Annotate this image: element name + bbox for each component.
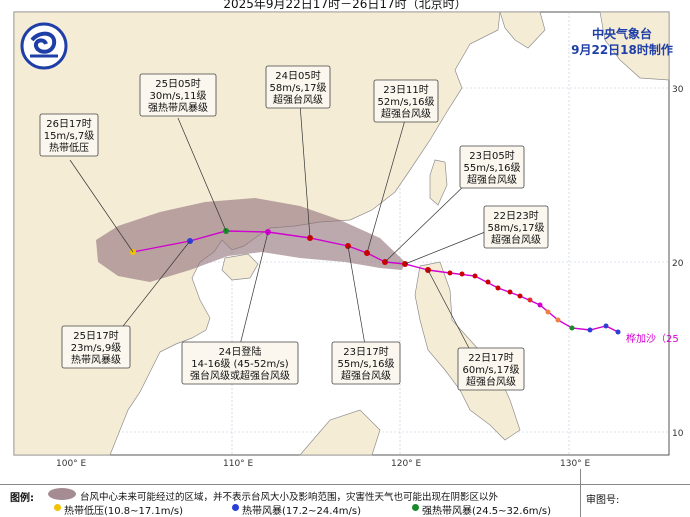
borneo xyxy=(299,409,381,456)
agency-name: 中央气象台 xyxy=(592,26,652,41)
label-box-f24-05 xyxy=(265,65,331,109)
label-text-f22-17-2: 超强台风级 xyxy=(466,375,516,388)
past-track-points xyxy=(447,270,621,335)
label-text-f23-17-0: 23日17时 xyxy=(343,346,388,358)
forecast-track xyxy=(132,230,429,271)
lat-tick-10: 10 xyxy=(672,429,684,439)
label-text-f22-23-1: 58m/s,17级 xyxy=(488,222,545,234)
taiwan-island xyxy=(429,159,448,206)
label-text-f23-05-0: 23日05时 xyxy=(469,150,514,162)
hainan-island xyxy=(221,253,259,281)
label-text-f26-17-2: 热带低压 xyxy=(49,141,89,154)
label-text-f24-landfall-2: 强台风级或超强台风级 xyxy=(190,369,290,382)
lon-tick-100: 100° E xyxy=(56,459,87,469)
legend-ts: 热带风暴(17.2~24.4m/s) xyxy=(242,506,362,517)
cone-swatch xyxy=(48,488,76,500)
label-text-f26-17-1: 15m/s,7级 xyxy=(44,130,95,142)
label-text-f24-05-2: 超强台风级 xyxy=(273,93,323,106)
lon-tick-130: 130° E xyxy=(560,459,591,469)
cma-logo-icon xyxy=(20,22,68,70)
sts-swatch xyxy=(412,504,419,511)
korea-landmass xyxy=(499,11,546,49)
label-text-f25-05-1: 30m/s,11级 xyxy=(150,90,207,102)
label-text-f23-17-1: 55m/s,16级 xyxy=(338,358,395,370)
lon-tick-110: 110° E xyxy=(223,459,254,469)
label-text-f23-11-0: 23日11时 xyxy=(383,84,428,96)
label-text-f24-05-0: 24日05时 xyxy=(275,70,320,82)
label-box-f22-23 xyxy=(483,205,549,249)
legend: 图例: 台风中心未来可能经过的区域，并不表示台风大小及影响范围，灾害性天气也可能… xyxy=(0,469,690,517)
label-text-f24-landfall-1: 14-16级 (45-52m/s) xyxy=(191,358,289,370)
label-text-f23-05-2: 超强台风级 xyxy=(467,173,517,186)
label-box-f25-17 xyxy=(61,325,131,369)
label-text-f23-11-2: 超强台风级 xyxy=(381,107,431,120)
label-text-f23-05-1: 55m/s,16级 xyxy=(464,162,521,174)
lon-tick-120: 120° E xyxy=(391,459,422,469)
label-box-f23-17 xyxy=(331,341,401,385)
label-box-f23-11 xyxy=(373,79,439,123)
label-box-f24-landfall xyxy=(181,341,299,385)
made-time: 9月22日18时制作 xyxy=(571,42,673,57)
label-text-f22-17-0: 22日17时 xyxy=(468,352,513,364)
forecast-cone xyxy=(96,198,405,282)
cone-description: 台风中心未来可能经过的区域，并不表示台风大小及影响范围，灾害性天气也可能出现在阴… xyxy=(80,492,499,503)
leader-lines xyxy=(69,103,491,351)
label-text-f25-17-0: 25日17时 xyxy=(73,330,118,342)
label-text-f25-05-2: 强热带风暴级 xyxy=(148,101,208,114)
label-text-f24-landfall-0: 24日登陆 xyxy=(219,345,262,358)
label-box-f22-17 xyxy=(457,347,525,391)
typhoon-name: 桦加沙（25 xyxy=(626,332,679,345)
label-text-f24-05-1: 58m/s,17级 xyxy=(270,82,327,94)
label-text-f25-17-2: 热带风暴级 xyxy=(71,353,121,366)
label-text-f22-17-1: 60m/s,17级 xyxy=(463,364,520,376)
legend-sts: 强热带风暴(24.5~32.6m/s) xyxy=(422,506,552,517)
lat-tick-30: 30 xyxy=(672,85,684,95)
td-swatch xyxy=(54,504,61,511)
review-number: 审图号: xyxy=(586,495,620,506)
label-box-f23-05 xyxy=(459,145,525,189)
legend-label: 图例: xyxy=(10,493,34,504)
label-text-f23-11-1: 52m/s,16级 xyxy=(378,96,435,108)
label-box-f26-17 xyxy=(39,113,99,157)
label-text-f25-17-1: 23m/s,9级 xyxy=(71,342,122,354)
label-box-f25-05 xyxy=(139,73,217,117)
label-text-f23-17-2: 超强台风级 xyxy=(341,369,391,382)
ts-swatch xyxy=(232,504,239,511)
legend-td: 热带低压(10.8~17.1m/s) xyxy=(64,506,184,517)
map-title: 2025年9月22日17时－26日17时（北京时） xyxy=(223,0,466,11)
lat-tick-20: 20 xyxy=(672,259,684,269)
label-text-f25-05-0: 25日05时 xyxy=(155,78,200,90)
label-text-f22-23-2: 超强台风级 xyxy=(491,233,541,246)
japan-landmass xyxy=(599,11,670,81)
label-text-f22-23-0: 22日23时 xyxy=(493,210,538,222)
label-text-f26-17-0: 26日17时 xyxy=(46,118,91,130)
legend-divider xyxy=(580,469,581,517)
